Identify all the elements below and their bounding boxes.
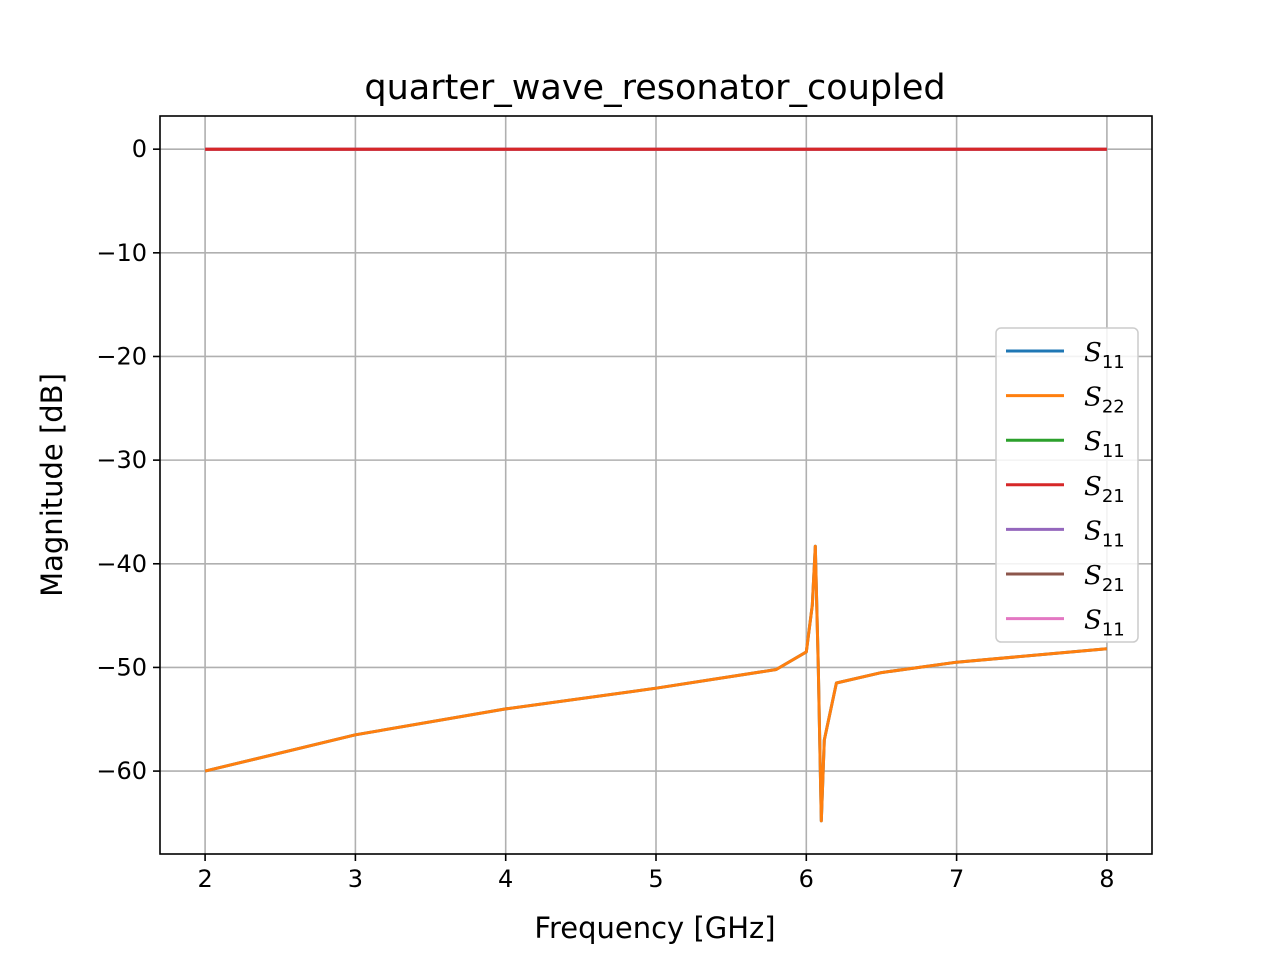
- legend-label: S22: [1084, 383, 1125, 418]
- y-tick-label: −40: [96, 550, 147, 578]
- legend-entry: S22: [1006, 383, 1125, 418]
- x-axis-ticks: 2 3 4 5 6 7 8: [197, 854, 1115, 893]
- y-tick-label: −20: [96, 342, 147, 370]
- x-tick-label: 7: [949, 865, 964, 893]
- y-tick-label: −30: [96, 446, 147, 474]
- legend-box: [995, 327, 1139, 643]
- legend-label: S21: [1084, 561, 1125, 596]
- legend-entry: S21: [1006, 472, 1125, 507]
- legend-label: S11: [1084, 338, 1125, 373]
- x-tick-label: 5: [648, 865, 663, 893]
- legend-entry: S11: [1006, 606, 1125, 641]
- y-axis-title: Magnitude [dB]: [35, 373, 69, 597]
- legend-entry: S21: [1006, 561, 1125, 596]
- x-tick-label: 2: [197, 865, 212, 893]
- y-tick-label: −50: [96, 653, 147, 681]
- legend-label: S21: [1084, 472, 1125, 507]
- x-axis-title: Frequency [GHz]: [534, 911, 775, 945]
- chart-title: quarter_wave_resonator_coupled: [364, 68, 945, 108]
- legend-label: S11: [1084, 427, 1125, 462]
- legend-label: S11: [1084, 516, 1125, 551]
- legend: S11 S22 S11 S21 S11 S21 S11: [995, 327, 1139, 643]
- y-tick-label: 0: [132, 135, 147, 163]
- y-axis-ticks: 0 −10 −20 −30 −40 −50 −60: [96, 135, 160, 785]
- x-tick-label: 8: [1099, 865, 1114, 893]
- x-tick-label: 4: [498, 865, 513, 893]
- y-tick-label: −10: [96, 239, 147, 267]
- x-tick-label: 3: [348, 865, 363, 893]
- y-tick-label: −60: [96, 757, 147, 785]
- legend-entry: S11: [1006, 427, 1125, 462]
- legend-label: S11: [1084, 606, 1125, 641]
- x-tick-label: 6: [799, 865, 814, 893]
- series-line-s22-1: [204, 544, 1108, 823]
- legend-entry: S11: [1006, 516, 1125, 551]
- series-lines: [204, 147, 1108, 823]
- legend-entry: S11: [1006, 338, 1125, 373]
- legend-entries: S11 S22 S11 S21 S11 S21 S11: [1006, 338, 1125, 641]
